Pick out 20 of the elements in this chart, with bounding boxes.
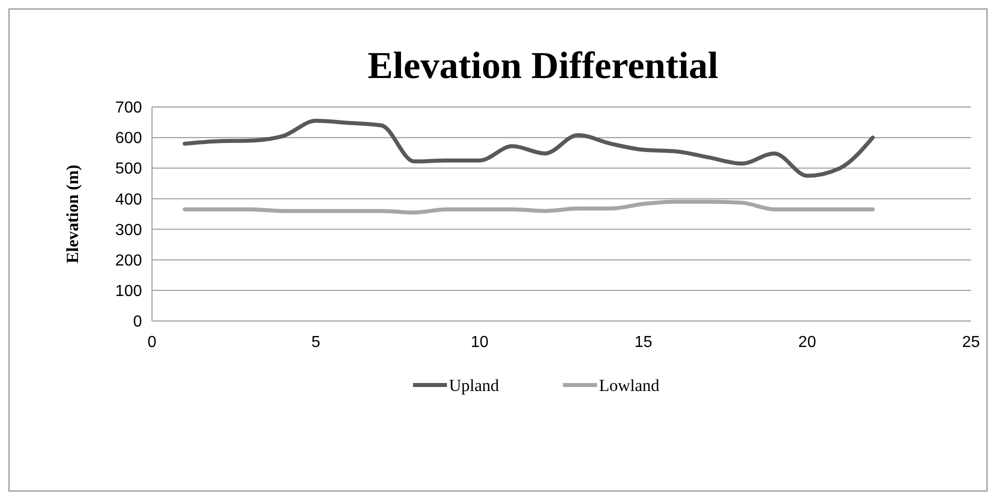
y-tick-label: 0 <box>133 314 142 331</box>
y-axis-title: Elevation (m) <box>63 164 82 264</box>
y-tick-label: 700 <box>115 100 142 117</box>
legend-label: Upland <box>449 376 500 395</box>
legend-label: Lowland <box>599 376 660 395</box>
y-tick-label: 100 <box>115 283 142 300</box>
y-tick-label: 400 <box>115 191 142 208</box>
x-tick-label: 15 <box>634 334 652 351</box>
y-tick-label: 300 <box>115 222 142 239</box>
x-tick-label: 5 <box>311 334 320 351</box>
line-series <box>182 200 875 214</box>
x-tick-label: 20 <box>798 334 816 351</box>
y-tick-label: 200 <box>115 252 142 270</box>
chart-title: Elevation Differential <box>368 45 718 87</box>
y-tick-label: 600 <box>115 130 142 148</box>
y-tick-label: 500 <box>115 160 142 178</box>
x-tick-label: 10 <box>470 334 489 351</box>
x-tick-label: 0 <box>148 334 157 351</box>
line-series <box>182 118 875 178</box>
x-tick-label: 25 <box>962 334 980 351</box>
